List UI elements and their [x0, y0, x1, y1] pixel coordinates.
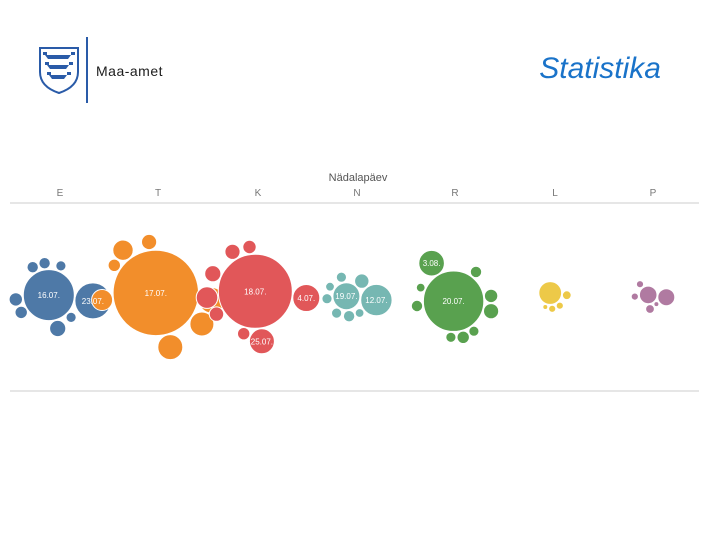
bubble-label: 19.07. — [335, 292, 357, 301]
bubble-l-1[interactable] — [561, 290, 572, 301]
logo-divider — [86, 37, 88, 103]
day-label: L — [552, 188, 558, 199]
bubble-r-20-07[interactable] — [422, 270, 485, 332]
bubble-r-2[interactable] — [483, 303, 500, 320]
bubble-r-5[interactable] — [410, 299, 424, 313]
bubble-n-3[interactable] — [342, 310, 356, 323]
bubble-r-8[interactable] — [445, 331, 457, 343]
logo-text: Maa-amet — [96, 63, 164, 79]
bubble-label: 23.07. — [82, 297, 104, 306]
day-label: R — [451, 188, 458, 199]
bubble-e-4[interactable] — [14, 305, 28, 320]
bubble-t-7[interactable] — [107, 258, 122, 273]
day-label: T — [155, 188, 161, 199]
bubble-l-4[interactable] — [542, 304, 549, 310]
bubble-e-7[interactable] — [55, 260, 67, 272]
bubble-t-2[interactable] — [157, 334, 184, 361]
bubble-label: 4.07. — [297, 294, 315, 303]
day-label: K — [255, 188, 262, 199]
day-label: P — [650, 188, 657, 199]
bubble-label: 3.08. — [423, 259, 441, 268]
bubble-e-8[interactable] — [65, 311, 77, 323]
bubble-p-0[interactable] — [638, 285, 658, 305]
bubble-e-6[interactable] — [38, 257, 51, 270]
bubble-p-3[interactable] — [630, 292, 639, 301]
bubble-r-3-08[interactable] — [418, 249, 445, 277]
bubble-n-12-07[interactable] — [360, 283, 393, 317]
bubble-e-3[interactable] — [8, 292, 23, 307]
bubble-p-1[interactable] — [657, 288, 676, 307]
day-label: N — [353, 188, 360, 199]
day-label: E — [57, 188, 64, 199]
bubble-r-6[interactable] — [469, 265, 483, 279]
bubble-r-9[interactable] — [415, 282, 426, 293]
chart-title: Nädalapäev — [329, 172, 388, 184]
bubble-e-2[interactable] — [49, 319, 67, 338]
bubble-p-2[interactable] — [645, 304, 655, 314]
bubble-n-19-07[interactable] — [332, 282, 361, 311]
bubble-n-8[interactable] — [354, 308, 365, 318]
bubble-label: 17.07. — [145, 289, 167, 298]
bubble-l-2[interactable] — [548, 304, 557, 313]
bubble-n-5[interactable] — [335, 271, 347, 283]
bubble-l-3[interactable] — [555, 301, 564, 310]
bubble-k-25-07[interactable] — [248, 328, 275, 355]
bubble-n-6[interactable] — [331, 307, 343, 319]
bubble-r-3[interactable] — [483, 288, 499, 304]
bubble-t-5[interactable] — [112, 239, 134, 261]
bubble-label: 20.07. — [442, 297, 464, 306]
bubble-t-4[interactable] — [91, 289, 114, 311]
slide-title: Statistika — [539, 52, 661, 85]
bubble-label: 25.07. — [251, 337, 273, 346]
bubble-r-4[interactable] — [456, 330, 470, 345]
bubble-k-6[interactable] — [208, 306, 225, 322]
bubble-t-3[interactable] — [189, 311, 215, 337]
bubble-e-16-07[interactable] — [22, 269, 75, 322]
bubble-label: 18.07. — [244, 287, 266, 296]
bubble-label: 12.07. — [365, 296, 387, 305]
bubble-t-6[interactable] — [141, 233, 158, 251]
bubble-k-4-07[interactable] — [292, 284, 321, 312]
coat-of-arms-logo — [39, 47, 79, 94]
bubble-n-4[interactable] — [321, 293, 333, 305]
bubble-n-7[interactable] — [325, 281, 335, 292]
bubble-p-5[interactable] — [653, 301, 660, 308]
bubble-e-5[interactable] — [26, 261, 39, 274]
bubble-l-0[interactable] — [538, 281, 563, 305]
bubble-r-7[interactable] — [468, 325, 480, 337]
bubble-p-4[interactable] — [635, 280, 645, 289]
bubble-k-5[interactable] — [224, 243, 241, 260]
bubble-k-3[interactable] — [195, 286, 219, 309]
bubble-n-2[interactable] — [354, 273, 370, 289]
bubble-chart: Nädalapäev E T K N R L P 16.07. 23.07. 17.07. 18.… — [8, 172, 699, 392]
bubble-label: 16.07. — [38, 291, 60, 300]
bubble-k-7[interactable] — [242, 239, 257, 255]
bubble-k-8[interactable] — [237, 327, 251, 341]
bubble-k-18-07[interactable] — [217, 253, 293, 329]
bubble-k-4[interactable] — [204, 265, 222, 283]
